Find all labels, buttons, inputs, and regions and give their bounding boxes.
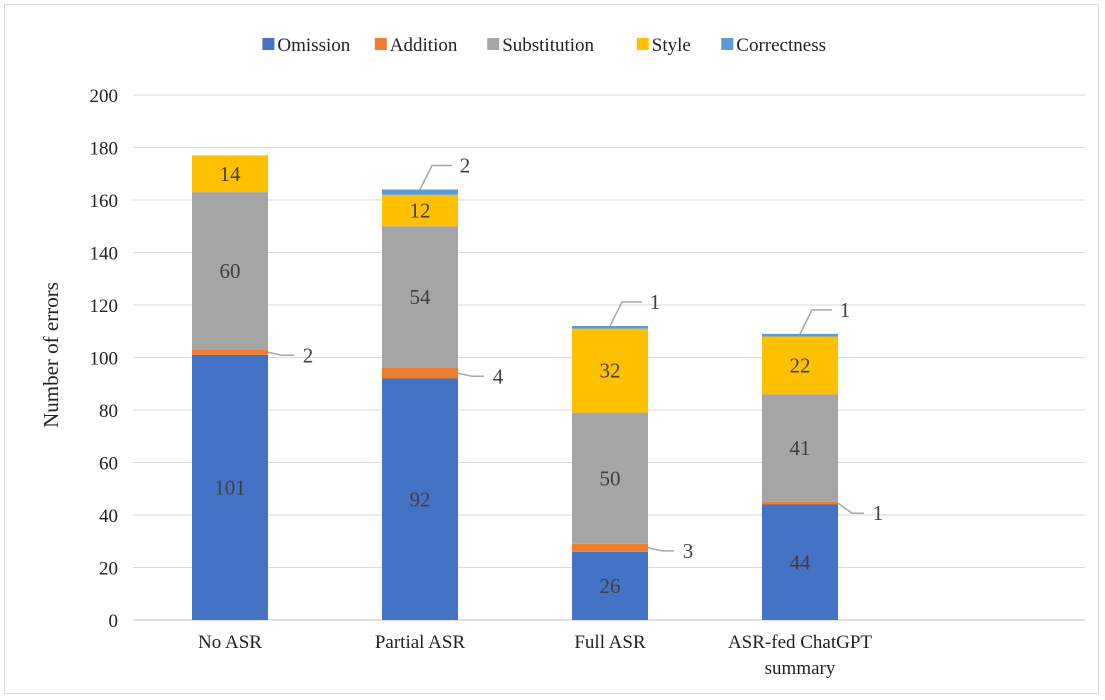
legend-label-substitution: Substitution xyxy=(502,35,594,56)
legend-label-addition: Addition xyxy=(390,35,458,56)
data-label: 12 xyxy=(410,199,431,223)
bar-segment-style xyxy=(192,155,268,193)
x-tick-label: ASR-fed ChatGPT xyxy=(728,632,872,653)
y-tick-label: 40 xyxy=(99,506,118,527)
y-tick-label: 0 xyxy=(109,611,119,632)
bar-segment-correctness xyxy=(762,333,838,337)
legend: Omission Addition Substitution Style Correct… xyxy=(262,35,826,56)
bar-segment-style xyxy=(572,328,648,413)
legend-swatch-omission xyxy=(262,38,275,50)
callout-leader xyxy=(647,547,674,552)
x-tick-label: Full ASR xyxy=(574,632,646,653)
legend-label-correctness: Correctness xyxy=(736,35,826,56)
legend-swatch-addition xyxy=(374,38,387,50)
callout-leader xyxy=(419,164,452,190)
callout-leader xyxy=(457,372,484,377)
y-tick-label: 100 xyxy=(90,349,119,370)
legend-swatch-substitution xyxy=(487,38,500,50)
bar-segment-style xyxy=(762,336,838,395)
legend-label-omission: Omission xyxy=(277,35,350,56)
y-tick-label: 120 xyxy=(90,296,119,317)
data-label: 22 xyxy=(790,353,811,377)
callout-leader xyxy=(799,309,832,335)
data-label: 26 xyxy=(600,574,621,598)
x-tick-label: Partial ASR xyxy=(375,632,466,653)
data-label: 32 xyxy=(600,359,621,383)
data-label: 41 xyxy=(790,436,811,460)
y-tick-label: 160 xyxy=(90,191,119,212)
bar-segment-addition xyxy=(572,543,648,552)
data-label: 1 xyxy=(650,290,661,314)
bar-segment-addition xyxy=(382,368,458,379)
data-label: 1 xyxy=(873,501,884,525)
data-label: 44 xyxy=(790,550,812,574)
legend-swatch-correctness xyxy=(721,38,734,50)
callout-leader xyxy=(267,351,294,356)
bar-segment-correctness xyxy=(572,326,648,329)
callout-leader xyxy=(609,301,642,327)
y-tick-label: 180 xyxy=(90,139,119,160)
bar-segment-addition xyxy=(192,349,268,355)
x-tick-label: summary xyxy=(765,658,836,679)
data-label: 2 xyxy=(303,343,314,367)
data-label: 50 xyxy=(600,466,621,490)
data-label: 2 xyxy=(460,154,471,178)
bar-segment-addition xyxy=(762,501,838,505)
bar-segment-substitution xyxy=(762,394,838,502)
callout-leader xyxy=(837,502,864,514)
data-label: 1 xyxy=(840,298,851,322)
y-tick-label: 60 xyxy=(99,454,118,475)
data-label: 60 xyxy=(220,259,241,283)
legend-label-style: Style xyxy=(652,35,691,56)
data-label: 92 xyxy=(410,487,431,511)
data-labels: 101 2 60 14 92 4 54 12 2 26 3 50 32 1 44 1 41 22 1 xyxy=(214,154,883,598)
x-tick-label: No ASR xyxy=(198,632,262,653)
bar-segment-substitution xyxy=(192,192,268,350)
data-label: 4 xyxy=(493,364,504,388)
y-tick-label: 20 xyxy=(99,559,118,580)
bar-segment-correctness xyxy=(382,189,458,195)
y-tick-label: 200 xyxy=(90,86,119,107)
bars xyxy=(192,155,838,620)
data-label: 54 xyxy=(410,285,432,309)
legend-swatch-style xyxy=(636,38,649,50)
bar-segment-style xyxy=(382,194,458,227)
bar-segment-substitution xyxy=(572,412,648,544)
y-tick-label: 140 xyxy=(90,244,119,265)
data-label: 101 xyxy=(214,475,246,499)
bar-segment-substitution xyxy=(382,226,458,368)
bar-segment-omission xyxy=(762,504,838,620)
bar-segment-omission xyxy=(192,354,268,620)
chart-frame xyxy=(4,4,1099,694)
bar-segment-omission xyxy=(572,551,648,620)
gridlines xyxy=(133,94,1085,621)
bar-segment-omission xyxy=(382,378,458,620)
y-axis-title: Number of errors xyxy=(39,282,63,428)
data-label: 14 xyxy=(220,162,242,186)
data-label: 3 xyxy=(683,539,694,563)
y-tick-label: 80 xyxy=(99,401,118,422)
